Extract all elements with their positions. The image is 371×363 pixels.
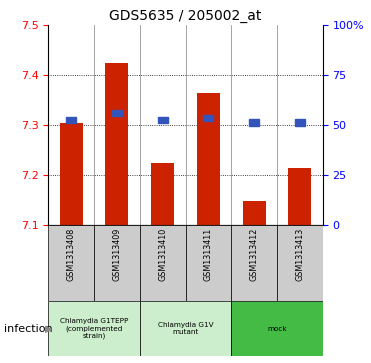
Bar: [289, 168, 311, 225]
Bar: [158, 117, 168, 123]
Bar: [186, 225, 231, 301]
Bar: [60, 123, 82, 225]
Text: infection: infection: [4, 323, 52, 334]
Text: Chlamydia G1V
mutant: Chlamydia G1V mutant: [158, 322, 213, 335]
Bar: [140, 301, 231, 356]
Text: GSM1313412: GSM1313412: [250, 228, 259, 281]
Text: ▶: ▶: [45, 323, 53, 334]
Text: GSM1313413: GSM1313413: [295, 228, 304, 281]
Bar: [48, 225, 94, 301]
Bar: [231, 301, 323, 356]
Bar: [277, 225, 323, 301]
Bar: [151, 163, 174, 225]
Bar: [249, 119, 259, 126]
Bar: [94, 225, 140, 301]
Bar: [295, 119, 305, 126]
Text: GSM1313410: GSM1313410: [158, 228, 167, 281]
Text: GSM1313408: GSM1313408: [67, 228, 76, 281]
Bar: [66, 117, 76, 123]
Bar: [48, 301, 140, 356]
Title: GDS5635 / 205002_at: GDS5635 / 205002_at: [109, 9, 262, 23]
Text: GSM1313411: GSM1313411: [204, 228, 213, 281]
Bar: [231, 225, 277, 301]
Bar: [243, 201, 266, 225]
Text: mock: mock: [267, 326, 287, 331]
Bar: [197, 93, 220, 225]
Bar: [105, 63, 128, 225]
Bar: [140, 225, 186, 301]
Bar: [112, 110, 122, 116]
Bar: [203, 114, 213, 121]
Text: Chlamydia G1TEPP
(complemented
strain): Chlamydia G1TEPP (complemented strain): [60, 318, 128, 339]
Text: GSM1313409: GSM1313409: [112, 228, 121, 281]
